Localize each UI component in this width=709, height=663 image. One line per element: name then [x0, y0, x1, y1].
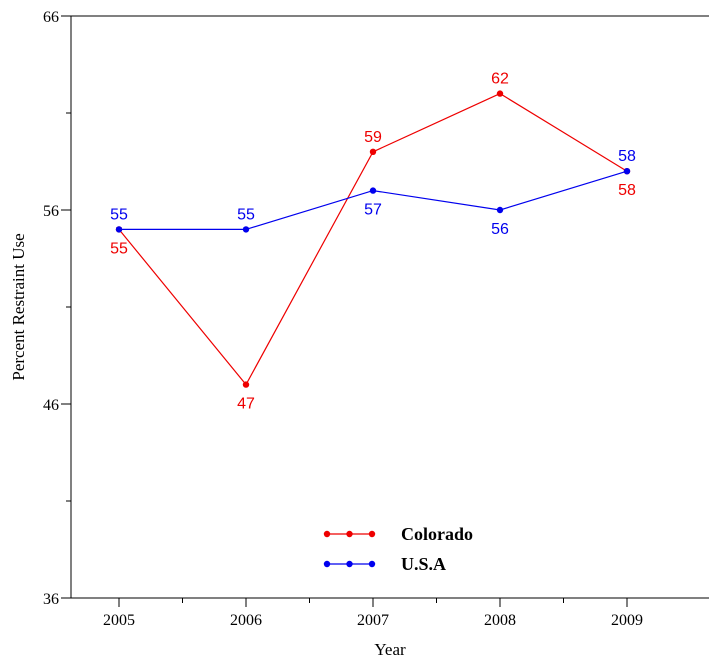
data-point-u-s-a	[496, 206, 504, 214]
data-label-u-s-a: 56	[491, 221, 509, 238]
data-label-colorado: 59	[364, 129, 382, 146]
data-point-u-s-a	[369, 187, 377, 194]
legend-marker-u-s-a	[346, 560, 353, 568]
legend-label-colorado: Colorado	[401, 524, 473, 544]
data-point-colorado	[242, 381, 250, 388]
data-label-u-s-a: 57	[364, 202, 382, 219]
legend-marker-u-s-a	[368, 560, 376, 568]
data-label-u-s-a: 55	[237, 206, 255, 223]
legend-marker-colorado	[323, 530, 331, 538]
x-tick-label: 2005	[103, 612, 135, 629]
y-tick-label: 46	[43, 397, 59, 414]
data-labels: 55 47 59 62 58 55 55 57 56 58	[110, 71, 636, 413]
data-label-colorado: 55	[110, 240, 128, 257]
data-point-u-s-a	[115, 226, 123, 233]
legend: Colorado U.S.A	[323, 524, 473, 574]
legend-label-u-s-a: U.S.A	[401, 554, 446, 574]
y-tick-label: 36	[43, 591, 59, 608]
x-tick-label: 2006	[230, 612, 262, 629]
data-label-colorado: 47	[237, 396, 255, 413]
data-point-colorado	[369, 148, 377, 155]
x-ticks: 2005 2006 2007 2008 2009	[103, 598, 643, 629]
data-point-u-s-a	[623, 168, 631, 175]
data-label-u-s-a: 58	[618, 148, 636, 165]
y-ticks: 36 46 56 66	[43, 9, 71, 608]
y-tick-label: 66	[43, 9, 59, 26]
x-tick-label: 2009	[611, 612, 643, 629]
data-point-colorado	[496, 90, 504, 97]
y-tick-label: 56	[43, 203, 59, 220]
x-tick-label: 2008	[484, 612, 516, 629]
legend-marker-colorado	[368, 530, 376, 538]
x-tick-label: 2007	[357, 612, 389, 629]
data-label-colorado: 58	[618, 182, 636, 199]
y-axis-title: Percent Restraint Use	[9, 233, 28, 380]
data-label-u-s-a: 55	[110, 206, 128, 223]
series-layer	[115, 90, 631, 388]
legend-marker-u-s-a	[323, 560, 331, 568]
axes	[70, 15, 709, 599]
data-label-colorado: 62	[491, 71, 509, 88]
x-axis-title: Year	[374, 640, 406, 659]
legend-marker-colorado	[346, 530, 353, 538]
data-point-u-s-a	[242, 226, 250, 233]
series-line-u-s-a	[119, 170, 628, 230]
